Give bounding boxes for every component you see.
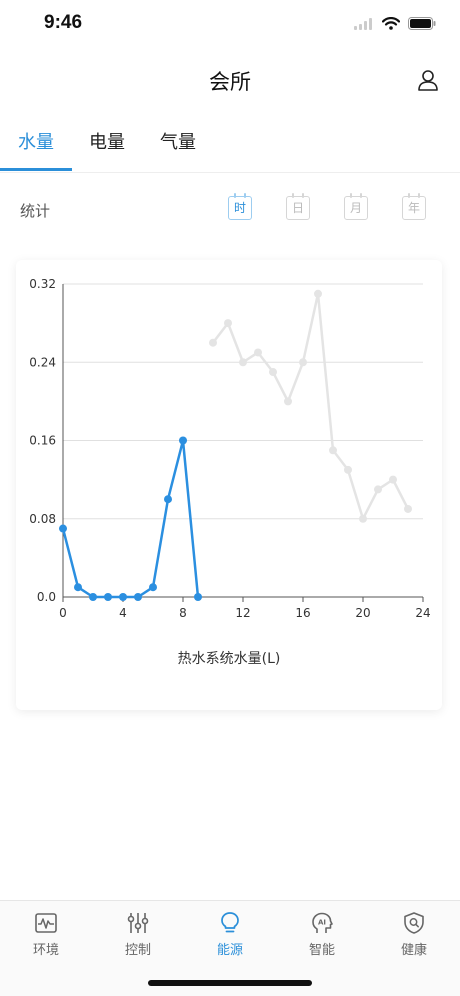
series-line-0 <box>61 439 200 599</box>
period-hour-button[interactable]: 时 <box>228 193 252 220</box>
active-tab-indicator <box>0 168 72 171</box>
tabbar-item-smart[interactable]: AI 智能 <box>287 911 357 963</box>
tabbar-item-energy[interactable]: 能源 <box>195 911 265 963</box>
data-point[interactable] <box>119 593 127 601</box>
data-point[interactable] <box>59 524 67 533</box>
stats-row: 统计 时 日 月 年 <box>0 190 460 230</box>
nav-bar: 会所 <box>0 56 460 106</box>
data-point[interactable] <box>134 593 142 601</box>
x-tick-label: 16 <box>295 606 310 620</box>
svg-text:AI: AI <box>318 919 326 927</box>
data-point[interactable] <box>374 485 382 494</box>
ai-head-icon: AI <box>312 912 333 933</box>
stats-label: 统计 <box>20 202 51 220</box>
period-day-button[interactable]: 日 <box>286 193 310 220</box>
data-point[interactable] <box>89 593 97 601</box>
page-title: 会所 <box>209 70 251 94</box>
sliders-icon <box>127 913 149 933</box>
x-tick-label: 20 <box>355 606 370 620</box>
tab-water[interactable]: 水量 <box>18 132 54 153</box>
tabbar-label: 控制 <box>124 943 151 958</box>
signal-icon <box>354 15 374 34</box>
data-point[interactable] <box>239 358 247 367</box>
wifi-icon <box>381 15 401 34</box>
tabbar-item-environment[interactable]: 环境 <box>11 911 81 963</box>
x-tick-label: 8 <box>179 606 187 620</box>
chart-card: 0.0 0.08 0.16 0.24 0.32 0 4 8 12 16 20 24 热水系统水量(L) <box>16 260 442 710</box>
energy-tabs: 水量 电量 气量 <box>0 120 460 172</box>
data-point[interactable] <box>389 475 397 484</box>
tabbar-label: 智能 <box>308 943 335 958</box>
data-point[interactable] <box>179 436 187 445</box>
y-tick-label: 0.24 <box>29 355 56 369</box>
chart-title: 热水系统水量(L) <box>178 651 281 667</box>
tabbar-label: 健康 <box>400 943 427 958</box>
period-year-button[interactable]: 年 <box>402 193 426 220</box>
battery-icon <box>408 15 436 34</box>
tabs-divider <box>0 172 460 173</box>
shield-search-icon <box>404 912 424 934</box>
period-month-button[interactable]: 月 <box>344 193 368 220</box>
status-bar: 9:46 <box>0 0 460 50</box>
series-line-1 <box>212 292 410 520</box>
x-tick-label: 4 <box>119 606 127 620</box>
data-point[interactable] <box>284 397 292 406</box>
data-point[interactable] <box>224 319 232 328</box>
data-point[interactable] <box>404 504 412 513</box>
x-tick-label: 0 <box>59 606 67 620</box>
data-point[interactable] <box>344 465 352 474</box>
home-indicator <box>148 980 312 986</box>
data-point[interactable] <box>269 368 277 377</box>
profile-icon[interactable] <box>416 68 440 92</box>
y-tick-label: 0.32 <box>29 277 56 291</box>
data-point[interactable] <box>209 338 217 347</box>
y-tick-label: 0.0 <box>37 590 56 604</box>
data-point[interactable] <box>299 358 307 367</box>
water-usage-chart: 0.0 0.08 0.16 0.24 0.32 0 4 8 12 16 20 24 热水系统水量(L) <box>29 277 430 667</box>
y-tick-label: 0.16 <box>29 434 56 448</box>
data-point[interactable] <box>104 593 112 601</box>
tabbar-item-health[interactable]: 健康 <box>379 911 449 963</box>
data-point[interactable] <box>194 593 202 601</box>
status-icons <box>354 15 436 34</box>
tabbar-label: 能源 <box>216 943 243 958</box>
data-point[interactable] <box>359 514 367 523</box>
bottom-tabbar: 环境 控制 能源 AI 智能 健康 <box>0 900 460 996</box>
waveform-icon <box>35 913 57 933</box>
tabbar-label: 环境 <box>32 943 59 958</box>
data-point[interactable] <box>314 289 322 298</box>
data-point[interactable] <box>164 495 172 504</box>
data-point[interactable] <box>149 583 157 592</box>
y-tick-label: 0.08 <box>29 512 56 526</box>
data-point[interactable] <box>254 348 262 357</box>
tab-gas[interactable]: 气量 <box>160 132 196 153</box>
bulb-icon <box>221 912 239 933</box>
data-point[interactable] <box>329 446 337 455</box>
tab-electricity[interactable]: 电量 <box>89 132 125 153</box>
x-tick-label: 24 <box>415 606 430 620</box>
tabbar-item-control[interactable]: 控制 <box>103 911 173 963</box>
status-time: 9:46 <box>44 12 83 33</box>
x-tick-label: 12 <box>235 606 250 620</box>
data-point[interactable] <box>74 583 82 592</box>
